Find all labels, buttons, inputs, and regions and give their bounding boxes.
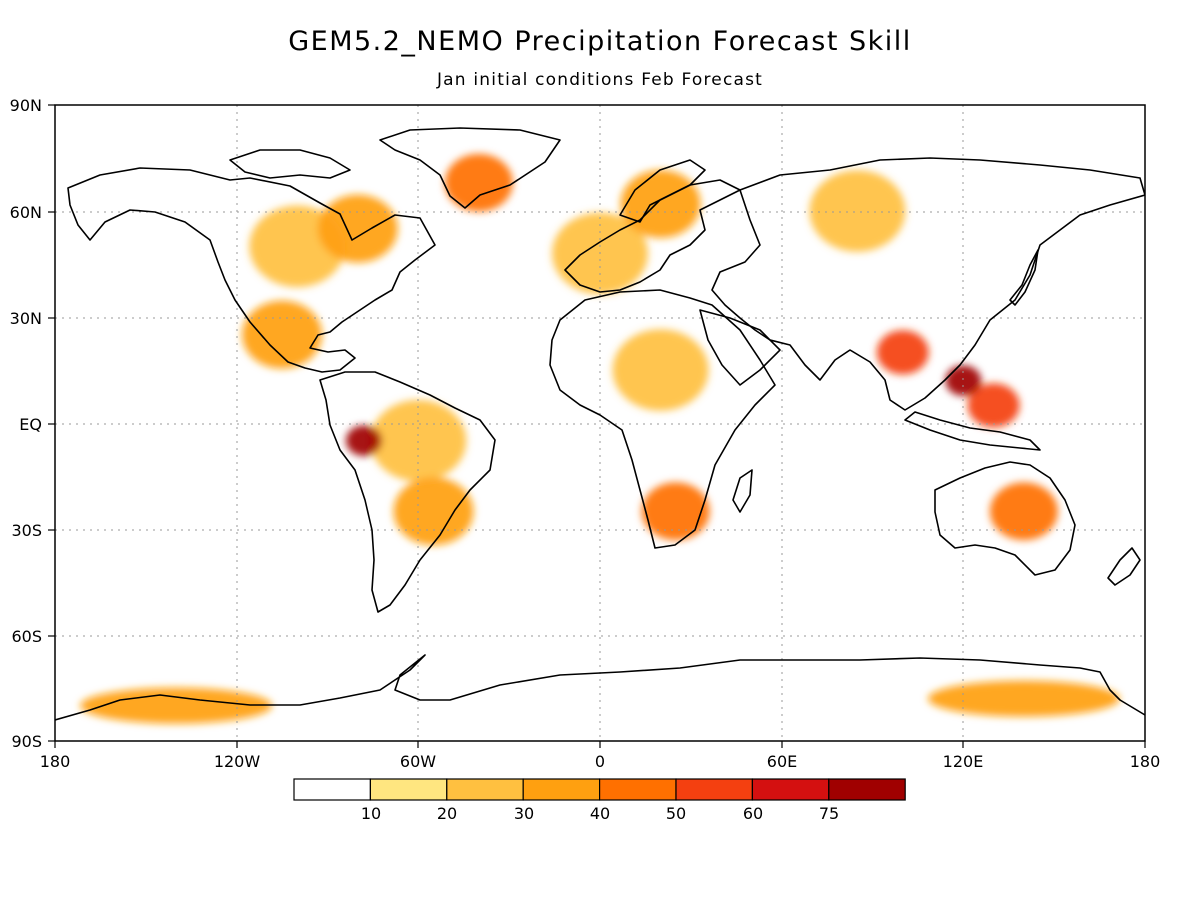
lon-label-60e: 60E — [767, 752, 797, 771]
colorbar-swatch — [293, 778, 372, 801]
skill-region — [945, 365, 982, 396]
lon-label-180w: 180 — [40, 752, 71, 771]
skill-region — [345, 425, 382, 456]
lon-label-120w: 120W — [214, 752, 261, 771]
europe-coastline — [564, 179, 741, 293]
lon-label-0: 0 — [595, 752, 605, 771]
north-america-coastline — [67, 167, 436, 373]
longitude-labels: 180 120W 60W 0 60E 120E 180 — [40, 752, 1161, 771]
colorbar-swatch — [522, 778, 601, 801]
madagascar-coastline — [732, 469, 753, 513]
colorbar-swatch — [828, 778, 906, 801]
chart-title: GEM5.2_NEMO Precipitation Forecast Skill — [288, 26, 912, 57]
indonesia-coastline — [904, 411, 1041, 451]
antarctica-coastline — [55, 654, 1145, 721]
lat-label-30s: 30S — [11, 521, 42, 540]
colorbar-label-30: 30 — [514, 804, 534, 823]
colorbar-swatch — [598, 778, 677, 801]
lon-label-120e: 120E — [943, 752, 984, 771]
skill-region — [620, 169, 701, 238]
skill-fields — [80, 153, 1120, 724]
skill-region — [967, 383, 1020, 428]
skill-region — [242, 300, 323, 369]
colorbar: 10 20 30 40 50 60 75 — [293, 778, 906, 823]
skill-region — [444, 153, 513, 212]
colorbar-label-20: 20 — [437, 804, 457, 823]
africa-coastline — [549, 289, 776, 549]
lat-label-90n: 90N — [10, 96, 42, 115]
lat-label-90s: 90S — [11, 732, 42, 751]
skill-region — [989, 482, 1058, 541]
skill-region — [809, 170, 906, 252]
colorbar-swatch — [675, 778, 754, 801]
colorbar-label-75: 75 — [819, 804, 839, 823]
colorbar-swatch — [369, 778, 448, 801]
lat-label-60n: 60N — [10, 203, 42, 222]
colorbar-label-60: 60 — [743, 804, 763, 823]
asia-coastline — [711, 157, 1145, 411]
canadian-archipelago — [229, 149, 351, 179]
lat-label-30n: 30N — [10, 309, 42, 328]
skill-region — [876, 330, 929, 375]
lon-label-180e: 180 — [1130, 752, 1161, 771]
japan-coastline — [1009, 249, 1039, 306]
colorbar-swatch — [446, 778, 524, 801]
skill-region — [393, 477, 474, 546]
skill-region — [612, 329, 709, 411]
scandinavia-coastline — [619, 159, 706, 223]
australia-coastline — [934, 461, 1076, 576]
skill-region — [927, 680, 1120, 717]
skill-region — [370, 399, 467, 482]
lat-label-60s: 60S — [11, 627, 42, 646]
arabian-peninsula-coastline — [699, 309, 781, 386]
coastlines — [55, 127, 1145, 721]
lat-label-eq: EQ — [19, 415, 42, 434]
colorbar-swatch — [751, 778, 830, 801]
latitude-labels: 90N 60N 30N EQ 30S 60S 90S — [10, 96, 42, 751]
new-zealand-coastline — [1107, 547, 1141, 586]
colorbar-label-50: 50 — [666, 804, 686, 823]
south-america-coastline — [319, 371, 496, 613]
colorbar-label-10: 10 — [361, 804, 381, 823]
tick-marks — [48, 104, 1146, 748]
greenland-coastline — [379, 127, 561, 209]
chart-subtitle: Jan initial conditions Feb Forecast — [436, 70, 764, 90]
lon-label-60w: 60W — [400, 752, 436, 771]
colorbar-label-40: 40 — [590, 804, 610, 823]
skill-region — [80, 687, 273, 724]
grid-lines — [55, 105, 1145, 741]
skill-region — [641, 482, 710, 541]
skill-region — [317, 194, 398, 263]
